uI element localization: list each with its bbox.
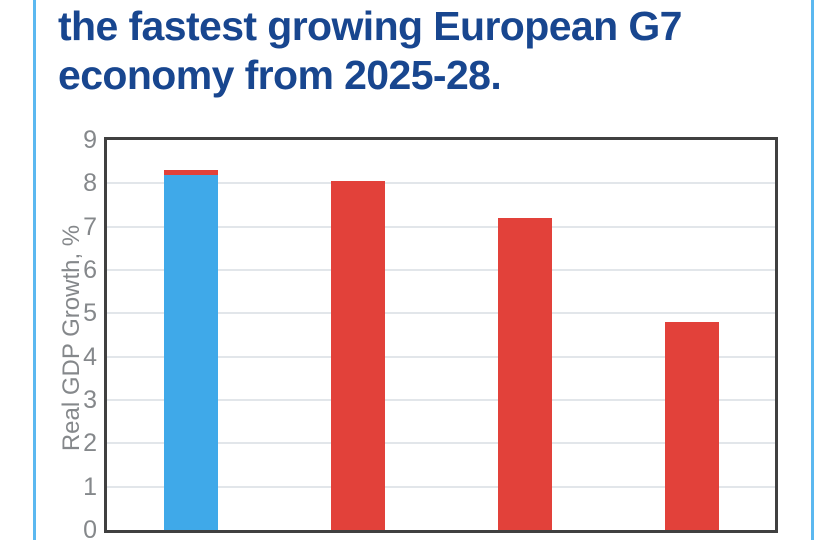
y-tick-label-5: 5 bbox=[83, 299, 97, 328]
y-tick-label-2: 2 bbox=[83, 429, 97, 458]
headline-line-2: economy from 2025-28. bbox=[58, 52, 502, 98]
gridline-y-2 bbox=[107, 442, 775, 445]
y-tick-label-4: 4 bbox=[83, 342, 97, 371]
bar-1-blue-with-red-cap bbox=[163, 170, 218, 530]
gridline-y-3 bbox=[107, 399, 775, 401]
headline: the fastest growing European G7 economy f… bbox=[58, 2, 778, 100]
gridline-y-8 bbox=[107, 182, 775, 185]
y-tick-label-6: 6 bbox=[83, 256, 97, 284]
y-tick-label-7: 7 bbox=[83, 212, 97, 241]
bar-1-blue-with-red-cap-segment-0 bbox=[163, 174, 218, 530]
gridline-y-5 bbox=[107, 312, 775, 315]
y-tick-label-9: 9 bbox=[83, 126, 97, 154]
bar-1-blue-with-red-cap-segment-1 bbox=[163, 170, 218, 175]
gridline-y-1 bbox=[107, 485, 775, 488]
gridline-y-7 bbox=[107, 225, 775, 228]
bar-2-red-segment-0 bbox=[330, 181, 385, 530]
y-tick-label-0: 0 bbox=[83, 516, 97, 544]
bar-2-red bbox=[330, 181, 385, 530]
bar-3-red bbox=[497, 218, 552, 530]
bar-4-red bbox=[664, 322, 719, 530]
bar-3-red-segment-0 bbox=[497, 218, 552, 530]
y-tick-label-1: 1 bbox=[83, 472, 97, 501]
bar-4-red-segment-0 bbox=[664, 322, 719, 530]
gridline-y-4 bbox=[107, 355, 775, 358]
gridline-y-6 bbox=[107, 269, 775, 271]
y-tick-label-8: 8 bbox=[83, 169, 97, 198]
y-axis-title: Real GDP Growth, % bbox=[58, 224, 85, 452]
y-tick-label-3: 3 bbox=[83, 386, 97, 414]
right-accent-line bbox=[811, 0, 814, 540]
left-accent-line bbox=[33, 0, 36, 540]
headline-line-1: the fastest growing European G7 bbox=[58, 3, 682, 49]
plot-area bbox=[104, 137, 778, 533]
